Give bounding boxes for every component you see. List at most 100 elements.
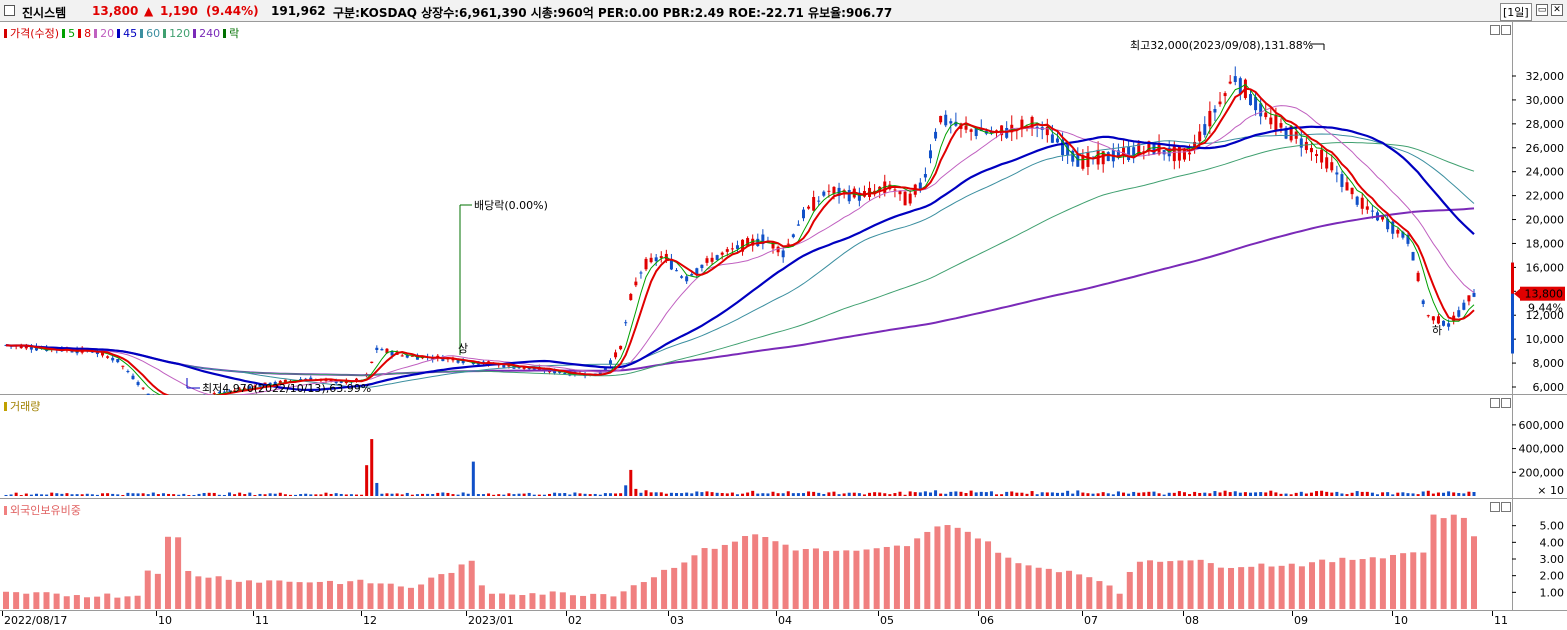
volume-bar: [1020, 492, 1024, 496]
foreign-bar: [225, 579, 232, 609]
volume-bar: [832, 491, 836, 496]
volume-chart: 600,000 400,000 200,000 × 10: [4, 419, 1564, 497]
panel-close-icon[interactable]: [1501, 25, 1511, 35]
legend-item[interactable]: 45: [117, 27, 137, 40]
candle-body: [1330, 162, 1334, 171]
volume-bar: [771, 491, 775, 496]
candle-body: [532, 368, 536, 370]
candle-body: [131, 375, 135, 380]
volume-bar: [893, 493, 897, 496]
candle-body: [1365, 206, 1369, 210]
foreign-bar: [539, 594, 546, 609]
volume-bar: [1188, 494, 1192, 496]
candle-body: [700, 264, 704, 269]
candle-body: [944, 114, 948, 126]
legend-item[interactable]: 240: [193, 27, 220, 40]
legend-item[interactable]: 가격(수정): [4, 27, 59, 40]
volume-bar: [9, 494, 13, 496]
candle-body: [146, 393, 150, 395]
foreign-bar: [1440, 518, 1447, 609]
select-checkbox[interactable]: [4, 5, 15, 16]
panel-minimize-icon[interactable]: [1490, 502, 1500, 512]
volume-bar: [400, 494, 404, 496]
y-tick-label: 6,000: [1533, 381, 1565, 394]
volume-bar: [969, 490, 973, 496]
volume-bar: [1406, 493, 1410, 496]
volume-bar: [868, 492, 872, 496]
volume-bar: [1218, 492, 1222, 496]
foreign-bar: [326, 580, 333, 609]
candle-body: [1386, 218, 1390, 230]
volume-bar: [50, 492, 54, 496]
date-label: 10: [158, 614, 172, 627]
candle-body: [283, 379, 287, 383]
volume-bar: [857, 493, 861, 496]
foreign-bar: [1319, 559, 1326, 609]
y-tick-label: 32,000: [1526, 70, 1565, 83]
foreign-bar: [478, 585, 485, 609]
volume-bar: [527, 492, 531, 496]
legend-item[interactable]: 8: [78, 27, 91, 40]
volume-bar: [873, 492, 877, 496]
volume-bar: [487, 493, 491, 496]
volume-bar: [629, 469, 633, 496]
volume-bar: [273, 493, 277, 496]
date-label: 09: [1294, 614, 1308, 627]
legend-item[interactable]: 60: [140, 27, 160, 40]
legend-item[interactable]: 5: [62, 27, 75, 40]
y-tick-label: 12,000: [1526, 309, 1565, 322]
panel-close-icon[interactable]: [1501, 502, 1511, 512]
volume-bar: [136, 493, 140, 496]
candle-body: [1315, 154, 1319, 157]
volume-bar: [1396, 492, 1400, 496]
candle-body: [1416, 272, 1420, 282]
foreign-bar: [985, 541, 992, 609]
foreign-bar: [853, 550, 860, 609]
foreign-bar: [569, 595, 576, 609]
date-label: 11: [1494, 614, 1508, 627]
foreign-bar: [418, 584, 425, 609]
foreign-bar: [752, 534, 759, 609]
foreign-bar: [812, 548, 819, 609]
legend-item[interactable]: 락: [223, 27, 239, 40]
volume-bar: [949, 491, 953, 496]
candle-body: [629, 294, 633, 300]
candle-body: [329, 379, 333, 382]
volume-bar: [222, 494, 226, 496]
candle-body: [451, 358, 455, 361]
foreign-bar: [114, 597, 121, 609]
volume-bar: [634, 488, 638, 496]
panel-close-icon[interactable]: [1501, 398, 1511, 408]
period-button[interactable]: [1일]: [1500, 3, 1532, 21]
candle-body: [857, 192, 861, 201]
foreign-bar: [600, 594, 607, 609]
legend-item[interactable]: 20: [94, 27, 114, 40]
volume-bar: [1035, 494, 1039, 496]
candle-body: [228, 390, 232, 392]
legend-item[interactable]: 120: [163, 27, 190, 40]
close-icon[interactable]: ✕: [1551, 4, 1563, 16]
candle-body: [1238, 78, 1242, 95]
candle-body: [771, 242, 775, 249]
candle-body: [1299, 138, 1303, 148]
y-tick-label: 3.00: [1540, 553, 1565, 566]
candle-body: [812, 197, 816, 211]
volume-bar: [365, 465, 369, 496]
volume-bar: [1162, 494, 1166, 496]
candle-body: [720, 252, 724, 255]
candle-body: [1137, 143, 1141, 156]
volume-bar: [751, 490, 755, 496]
volume-bar: [695, 491, 699, 496]
volume-bar: [680, 493, 684, 496]
candle-body: [624, 322, 628, 324]
candle-body: [675, 270, 679, 272]
candle-body: [1182, 149, 1186, 160]
foreign-bar: [134, 595, 141, 609]
foreign-bar: [164, 536, 171, 609]
candle-body: [761, 234, 765, 245]
panel-minimize-icon[interactable]: [1490, 25, 1500, 35]
foreign-bar: [1147, 560, 1154, 609]
maximize-icon[interactable]: ▭: [1536, 4, 1548, 16]
panel-minimize-icon[interactable]: [1490, 398, 1500, 408]
candle-body: [680, 276, 684, 278]
